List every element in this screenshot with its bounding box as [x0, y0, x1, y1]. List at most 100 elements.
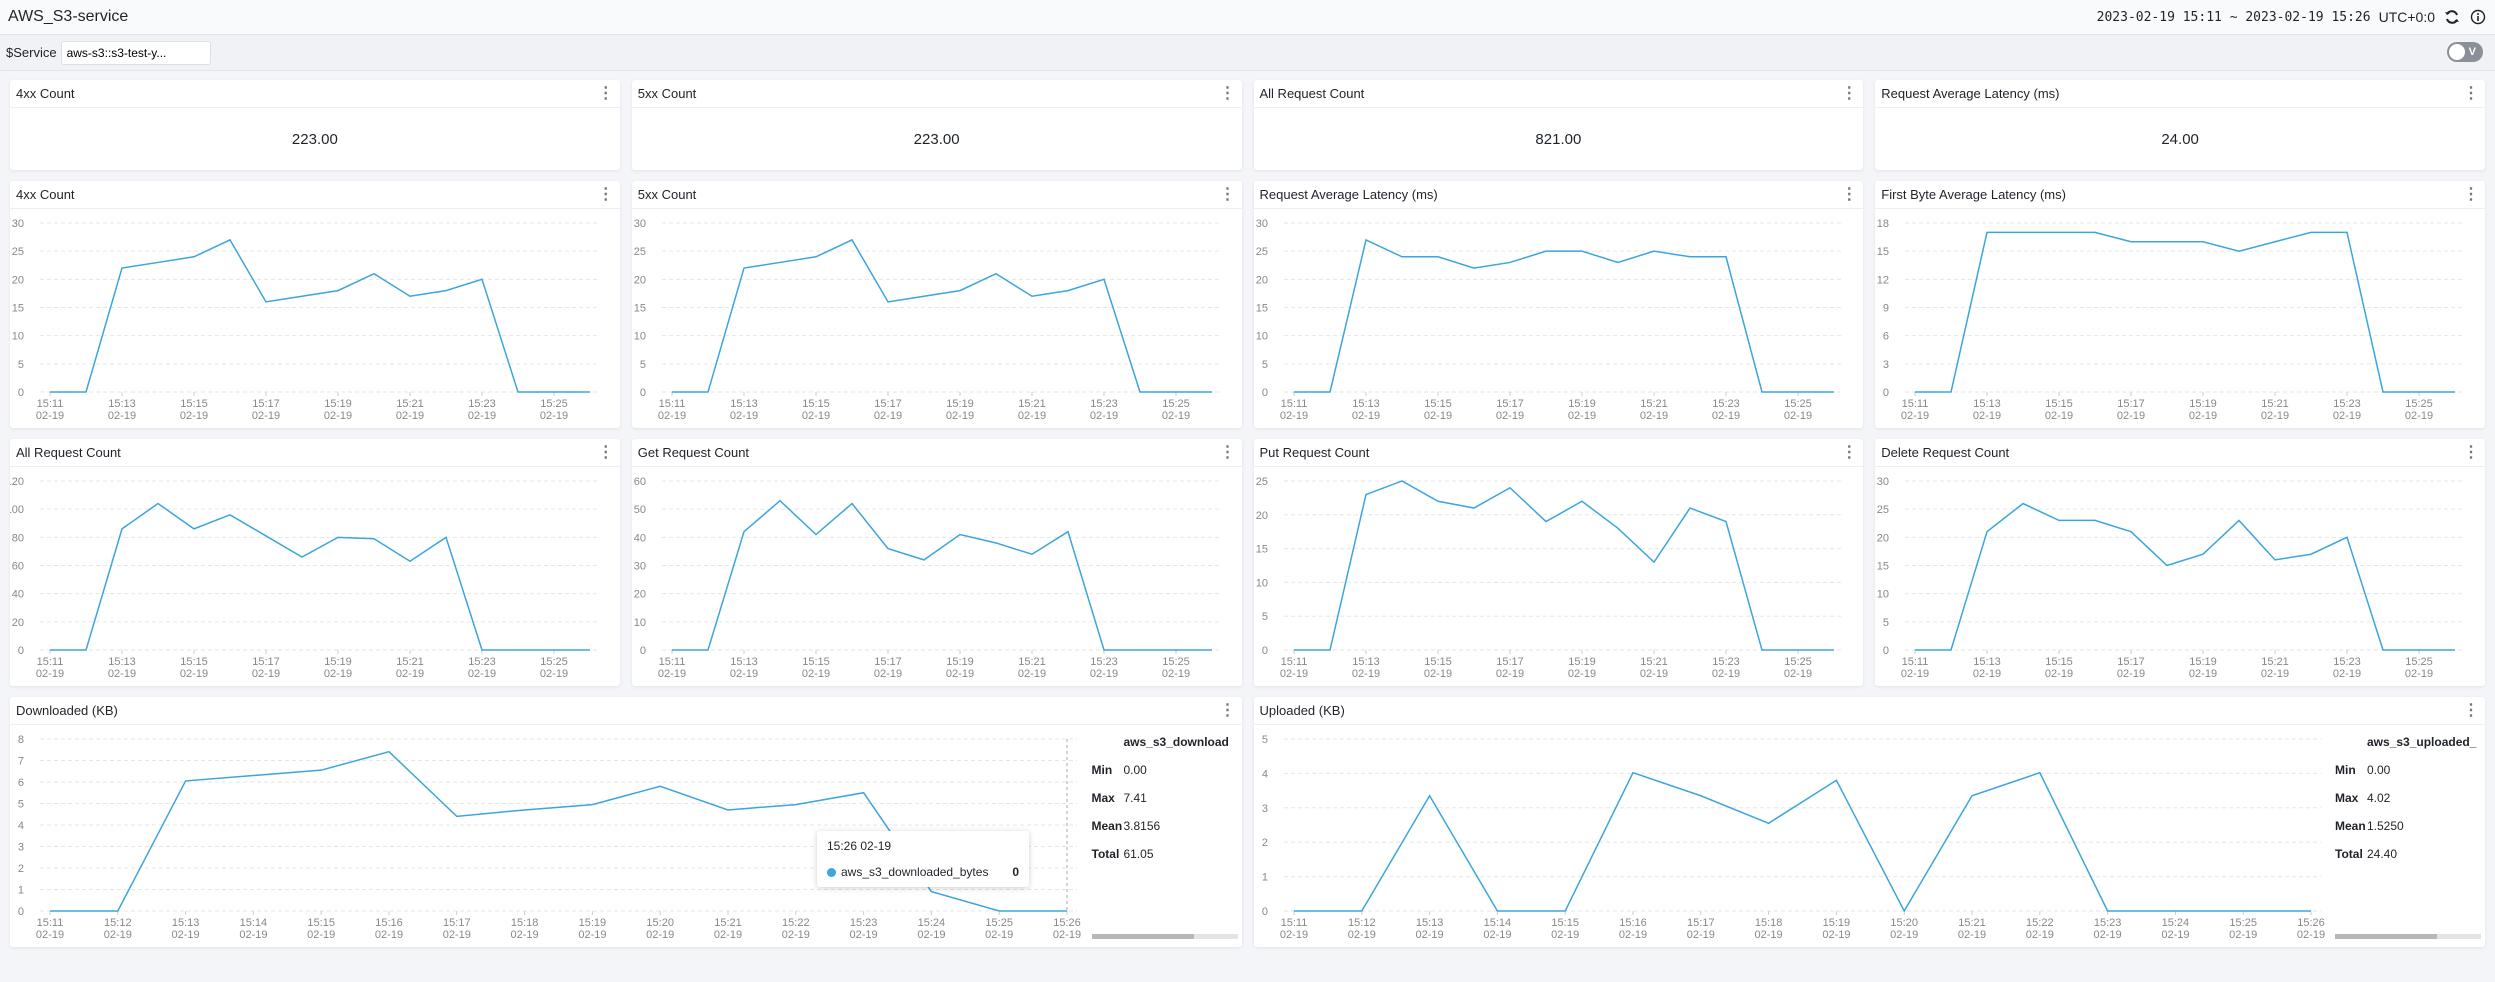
x-tick-date: 02-19 [850, 929, 878, 941]
panel: Request Average Latency (ms) ⋮ 24.00 [1875, 80, 2485, 170]
legend-series[interactable]: aws_s3_download [1123, 735, 1229, 749]
chart-area[interactable]: 0 1 2 3 4 5 15:11 02-19 15:12 02-19 15:13 02-19 15:1… [1254, 725, 2336, 947]
panel-title: Downloaded (KB) [16, 703, 118, 718]
x-tick-label: 15:23 [2333, 398, 2361, 410]
y-tick-label: 0 [1261, 906, 1267, 918]
more-options-icon[interactable]: ⋮ [2463, 443, 2479, 461]
chart-area[interactable]: 0 3 6 9 12 15 18 15:11 02-19 15:13 02-19 15:15 02-19… [1875, 209, 2485, 428]
tooltip-time: 15:26 02-19 [827, 839, 892, 853]
legend-series[interactable]: aws_s3_uploaded_ [2367, 735, 2477, 749]
more-options-icon[interactable]: ⋮ [1841, 84, 1858, 102]
x-tick-date: 02-19 [104, 929, 132, 941]
x-tick-label: 15:19 [1822, 917, 1850, 929]
x-tick-date: 02-19 [252, 668, 280, 680]
more-options-icon[interactable]: ⋮ [1219, 84, 1236, 102]
chart-area[interactable]: 0 5 10 15 20 25 30 15:11 02-19 15:13 02-19 15:15 02-… [10, 209, 620, 428]
more-options-icon[interactable]: ⋮ [1219, 185, 1236, 203]
service-variable-label: $Service [6, 45, 57, 60]
panel-header: Delete Request Count ⋮ [1875, 439, 2485, 467]
time-range[interactable]: 2023-02-19 15:11 ~ 2023-02-19 15:26 [2096, 9, 2371, 25]
y-tick-label: 5 [1261, 359, 1267, 371]
x-tick-date: 02-19 [2229, 929, 2257, 941]
chart-area[interactable]: 0 5 10 15 20 25 30 15:11 02-19 15:13 02-19 15:15 02-… [1254, 209, 1864, 428]
x-tick-date: 02-19 [180, 668, 208, 680]
legend-scrollbar[interactable] [1091, 934, 1238, 939]
x-tick-label: 15:15 [802, 656, 830, 668]
x-tick-date: 02-19 [1618, 929, 1646, 941]
x-tick-label: 15:14 [1483, 917, 1511, 929]
dashboard-grid: 4xx Count ⋮ 223.00 5xx Count ⋮ 223.00 All Requ… [10, 80, 2485, 947]
more-options-icon[interactable]: ⋮ [597, 84, 614, 102]
chart-area[interactable]: 0 1 2 3 4 5 6 7 8 15:11 02-19 15:12 02-19 15:13 02-19 1… [10, 725, 1092, 947]
legend-stat-label: Min [1091, 763, 1113, 777]
x-tick-date: 02-19 [1973, 410, 2001, 422]
service-variable-input[interactable] [60, 40, 211, 65]
series-line [1915, 502, 2456, 651]
refresh-icon[interactable] [2443, 8, 2461, 26]
y-tick-label: 25 [1255, 476, 1267, 488]
x-tick-date: 02-19 [946, 410, 974, 422]
more-options-icon[interactable]: ⋮ [2463, 84, 2479, 102]
x-tick-date: 02-19 [2093, 929, 2121, 941]
x-tick-date: 02-19 [658, 410, 686, 422]
x-tick-label: 15:17 [1687, 917, 1715, 929]
x-tick-date: 02-19 [2333, 668, 2361, 680]
chart-area[interactable]: 0 10 20 30 40 50 60 15:11 02-19 15:13 02-19 15:15 02… [632, 467, 1242, 686]
x-tick-label: 15:25 [1162, 398, 1190, 410]
x-tick-label: 15:12 [104, 917, 132, 929]
more-options-icon[interactable]: ⋮ [1841, 443, 1858, 461]
y-tick-label: 0 [1261, 387, 1267, 399]
panel-title: 4xx Count [16, 187, 75, 202]
x-tick-date: 02-19 [2296, 929, 2324, 941]
more-options-icon[interactable]: ⋮ [1841, 185, 1858, 203]
x-tick-label: 15:19 [946, 398, 974, 410]
x-tick-date: 02-19 [36, 929, 64, 941]
y-tick-label: 0 [18, 387, 24, 399]
chart-area[interactable]: 0 5 10 15 20 25 15:11 02-19 15:13 02-19 15:15 02-19… [1254, 467, 1864, 686]
x-tick-label: 15:14 [240, 917, 268, 929]
x-tick-date: 02-19 [1890, 929, 1918, 941]
y-tick-label: 20 [1877, 532, 1889, 544]
x-tick-date: 02-19 [108, 668, 136, 680]
y-tick-label: 25 [12, 246, 24, 258]
y-tick-label: 20 [12, 617, 24, 629]
more-options-icon[interactable]: ⋮ [2463, 185, 2479, 203]
x-tick-date: 02-19 [1053, 929, 1081, 941]
x-tick-date: 02-19 [1495, 410, 1523, 422]
chart-area[interactable]: 02040608010012015:1102-1915:1302-1915:15… [10, 467, 620, 686]
x-tick-label: 15:13 [730, 398, 758, 410]
x-tick-date: 02-19 [2189, 668, 2217, 680]
y-tick-label: 5 [1883, 617, 1889, 629]
more-options-icon[interactable]: ⋮ [597, 443, 614, 461]
chart-area[interactable]: 0 5 10 15 20 25 30 15:11 02-19 15:13 02-19 15:15 02-… [632, 209, 1242, 428]
timezone[interactable]: UTC+0:0 [2378, 9, 2435, 25]
more-options-icon[interactable]: ⋮ [597, 185, 614, 203]
x-tick-label: 15:19 [579, 917, 607, 929]
panel: All Request Count⋮02040608010012015:1102… [10, 439, 620, 686]
legend-scrollbar[interactable] [2335, 934, 2481, 939]
info-icon[interactable] [2469, 8, 2487, 26]
x-tick-date: 02-19 [2117, 410, 2145, 422]
legend-stat-label: Mean [1091, 819, 1123, 833]
x-tick-label: 15:18 [1754, 917, 1782, 929]
x-tick-label: 15:11 [1902, 398, 1929, 410]
y-tick-label: 5 [18, 799, 24, 811]
panel-header: Request Average Latency (ms) ⋮ [1875, 80, 2485, 108]
view-toggle[interactable]: V [2447, 42, 2483, 62]
x-tick-label: 15:25 [2229, 917, 2257, 929]
series-line [1293, 480, 1834, 651]
x-tick-label: 15:20 [1890, 917, 1918, 929]
x-tick-date: 02-19 [2261, 668, 2289, 680]
legend-stat-value: 0.00 [1123, 763, 1147, 777]
x-tick-label: 15:21 [396, 656, 424, 668]
chart-area[interactable]: 0 5 10 15 20 25 30 15:11 02-19 15:13 02-19 15:15 02-… [1875, 467, 2485, 686]
line-chart: 051015202515:1102-1915:1302-1915:1502-19… [1255, 476, 1844, 680]
legend-stat: Mean 1.5250 [2335, 819, 2479, 833]
x-tick-label: 15:21 [714, 917, 742, 929]
more-options-icon[interactable]: ⋮ [2463, 701, 2479, 719]
more-options-icon[interactable]: ⋮ [1219, 701, 1236, 719]
x-tick-date: 02-19 [172, 929, 200, 941]
x-tick-date: 02-19 [1415, 929, 1443, 941]
x-tick-label: 15:17 [252, 656, 280, 668]
more-options-icon[interactable]: ⋮ [1219, 443, 1236, 461]
